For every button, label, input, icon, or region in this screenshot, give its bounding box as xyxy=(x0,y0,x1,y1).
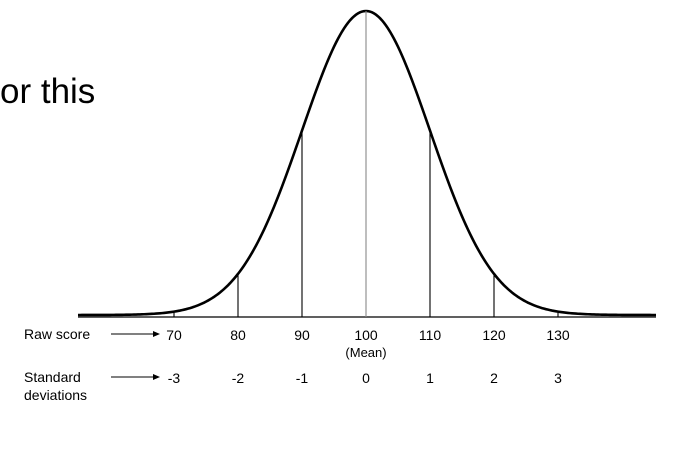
std-dev-tick: 1 xyxy=(426,370,434,386)
raw-score-ticks: 70 80 90 100 110 120 130 xyxy=(166,327,570,343)
raw-score-tick: 130 xyxy=(546,327,570,343)
std-dev-label-line2: deviations xyxy=(24,387,87,403)
sd-lines xyxy=(173,11,559,317)
bell-curve xyxy=(78,9,656,317)
raw-score-arrowhead xyxy=(153,331,160,337)
raw-score-tick: 120 xyxy=(482,327,506,343)
mean-label: (Mean) xyxy=(345,345,386,360)
raw-score-label: Raw score xyxy=(24,326,90,342)
std-dev-label-line1: Standard xyxy=(24,369,81,385)
raw-score-tick: 100 xyxy=(354,327,378,343)
raw-score-tick: 110 xyxy=(419,327,442,343)
std-dev-arrowhead xyxy=(153,374,160,380)
std-dev-tick: -1 xyxy=(296,370,309,386)
std-dev-tick: 2 xyxy=(490,370,498,386)
std-dev-tick: 0 xyxy=(362,370,370,386)
raw-score-tick: 90 xyxy=(294,327,310,343)
raw-score-tick: 80 xyxy=(230,327,246,343)
raw-score-tick: 70 xyxy=(166,327,182,343)
std-dev-tick: 3 xyxy=(554,370,562,386)
std-dev-ticks: -3 -2 -1 0 1 2 3 xyxy=(168,370,562,386)
std-dev-tick: -3 xyxy=(168,370,181,386)
std-dev-tick: -2 xyxy=(232,370,245,386)
slide-partial-text: or this xyxy=(0,72,95,111)
